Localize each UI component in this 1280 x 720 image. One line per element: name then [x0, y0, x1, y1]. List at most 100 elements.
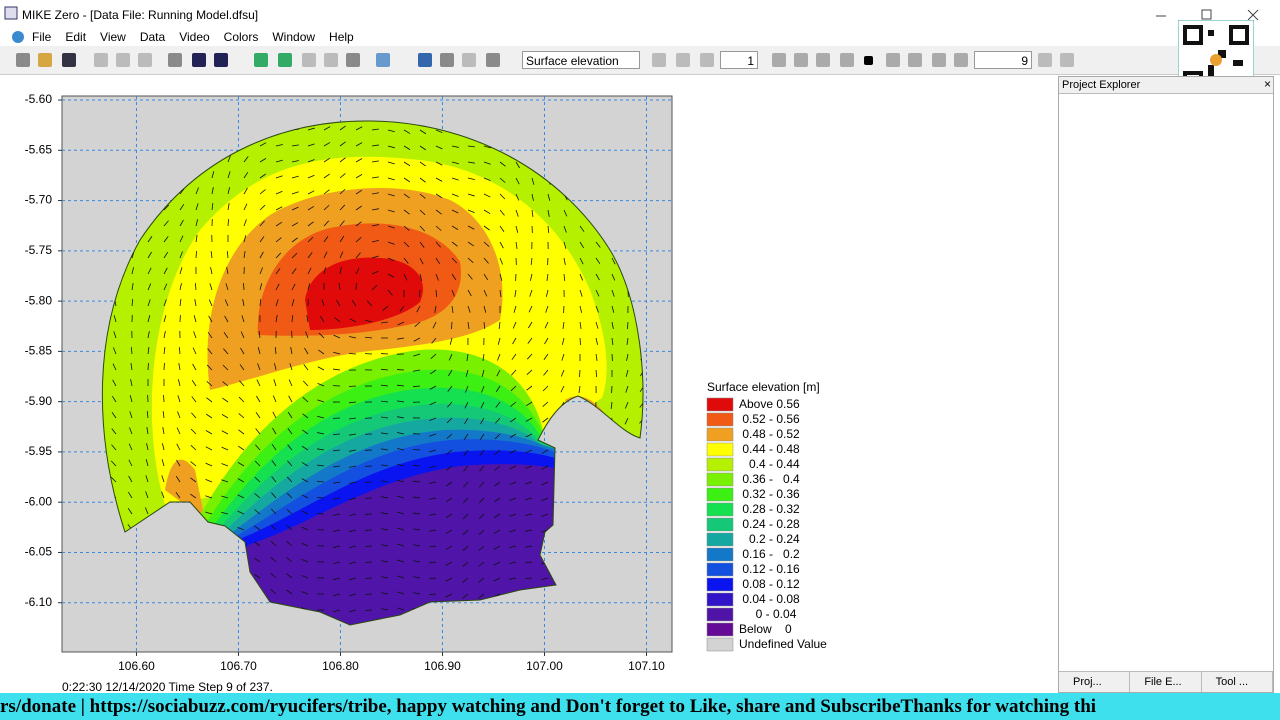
flow-arrow	[480, 417, 485, 425]
item-dropdown[interactable]: Surface elevation	[522, 51, 640, 69]
flow-arrow	[387, 177, 395, 181]
menu-item[interactable]: Data	[139, 30, 166, 44]
flow-arrow	[526, 353, 533, 360]
flow-arrow	[387, 241, 395, 245]
flow-arrow	[307, 159, 315, 163]
legend-label: 0.12 - 0.16	[739, 562, 800, 576]
menu-item[interactable]: Colors	[223, 30, 259, 44]
flow-arrow	[413, 369, 421, 372]
flow-arrow	[416, 305, 421, 313]
flow-arrow	[413, 337, 421, 342]
flow-arrow	[302, 429, 309, 435]
explorer-tab[interactable]: Tool ...	[1202, 672, 1273, 692]
flow-arrow	[163, 347, 166, 355]
flow-arrow	[483, 193, 491, 198]
y-tick-label: -5.85	[25, 344, 53, 358]
x-tick-label: 106.90	[424, 659, 461, 673]
menu-item[interactable]: File	[32, 30, 52, 44]
flow-arrow	[381, 528, 389, 531]
step-input[interactable]: 9	[974, 51, 1032, 69]
flow-arrow	[397, 559, 405, 563]
flow-arrow	[339, 157, 346, 163]
flow-arrow	[431, 337, 437, 344]
flow-arrow	[259, 283, 263, 291]
flow-arrow	[387, 129, 395, 133]
flow-arrow	[547, 193, 551, 201]
flow-arrow	[190, 477, 197, 483]
flow-arrow	[413, 576, 421, 579]
flow-arrow	[238, 396, 245, 403]
flow-arrow	[355, 236, 362, 243]
flow-arrow	[494, 433, 501, 440]
flow-arrow	[291, 175, 299, 179]
flow-arrow	[301, 558, 309, 563]
flow-arrow	[493, 577, 501, 582]
flow-arrow	[179, 299, 182, 307]
flow-arrow	[435, 289, 438, 298]
flow-arrow	[355, 252, 361, 259]
flow-arrow	[509, 497, 517, 501]
flow-arrow	[547, 225, 550, 234]
flow-arrow	[333, 593, 341, 597]
flow-arrow	[397, 543, 405, 547]
menu-item[interactable]: Edit	[65, 30, 87, 44]
flow-arrow	[479, 465, 485, 472]
flow-arrow	[254, 493, 261, 499]
flow-arrow	[448, 369, 453, 377]
flow-arrow	[333, 465, 341, 468]
flow-arrow	[332, 433, 341, 436]
flow-arrow	[256, 395, 261, 403]
flow-arrow	[526, 385, 533, 391]
flow-arrow	[544, 337, 549, 345]
menu-item[interactable]: Video	[179, 30, 210, 44]
flow-arrow	[509, 529, 517, 533]
flow-arrow	[397, 575, 405, 579]
flow-arrow	[511, 369, 517, 376]
flow-arrow	[445, 513, 453, 519]
menu-item[interactable]: Window	[272, 30, 316, 44]
window-controls[interactable]	[1150, 8, 1265, 22]
flow-arrow	[145, 475, 149, 483]
flow-arrow	[525, 529, 533, 532]
frame-input[interactable]: 1	[720, 51, 758, 69]
flow-arrow	[303, 364, 309, 371]
close-button[interactable]: ×	[1263, 77, 1271, 91]
flow-arrow	[333, 609, 341, 613]
flow-arrow	[479, 449, 485, 456]
flow-arrow	[397, 321, 405, 326]
flow-arrow	[163, 220, 169, 227]
flow-arrow	[254, 460, 261, 467]
flow-arrow	[291, 206, 299, 211]
explorer-tab[interactable]: Proj...	[1059, 672, 1131, 692]
flow-arrow	[349, 401, 357, 404]
flow-arrow	[177, 411, 181, 419]
flow-arrow	[205, 462, 213, 467]
flow-arrow	[451, 305, 454, 313]
flow-arrow	[147, 283, 152, 291]
flow-arrow	[290, 347, 293, 355]
flow-arrow	[371, 160, 379, 163]
flow-arrow	[221, 446, 229, 451]
explorer-tab[interactable]: File E...	[1130, 672, 1202, 692]
flow-arrow	[211, 203, 214, 211]
flow-arrow	[435, 273, 439, 281]
flow-arrow	[478, 545, 485, 551]
flow-arrow	[243, 235, 247, 243]
flow-arrow	[445, 497, 453, 503]
flow-arrow	[286, 557, 293, 563]
flow-arrow	[239, 364, 245, 371]
legend-label: 0.36 - 0.4	[739, 472, 800, 486]
flow-arrow	[435, 193, 443, 199]
menu-item[interactable]: Help	[329, 30, 354, 44]
legend-label: 0.48 - 0.52	[739, 427, 800, 441]
flow-arrow	[451, 241, 458, 247]
flow-arrow	[147, 236, 153, 243]
legend-label: Above 0.56	[739, 397, 800, 411]
flow-arrow	[381, 576, 389, 579]
menu-item[interactable]: View	[100, 30, 126, 44]
legend-swatch	[706, 622, 734, 637]
flow-arrow	[403, 257, 409, 264]
flow-arrow	[333, 334, 341, 339]
flow-arrow	[144, 507, 149, 515]
flow-arrow	[161, 459, 165, 467]
